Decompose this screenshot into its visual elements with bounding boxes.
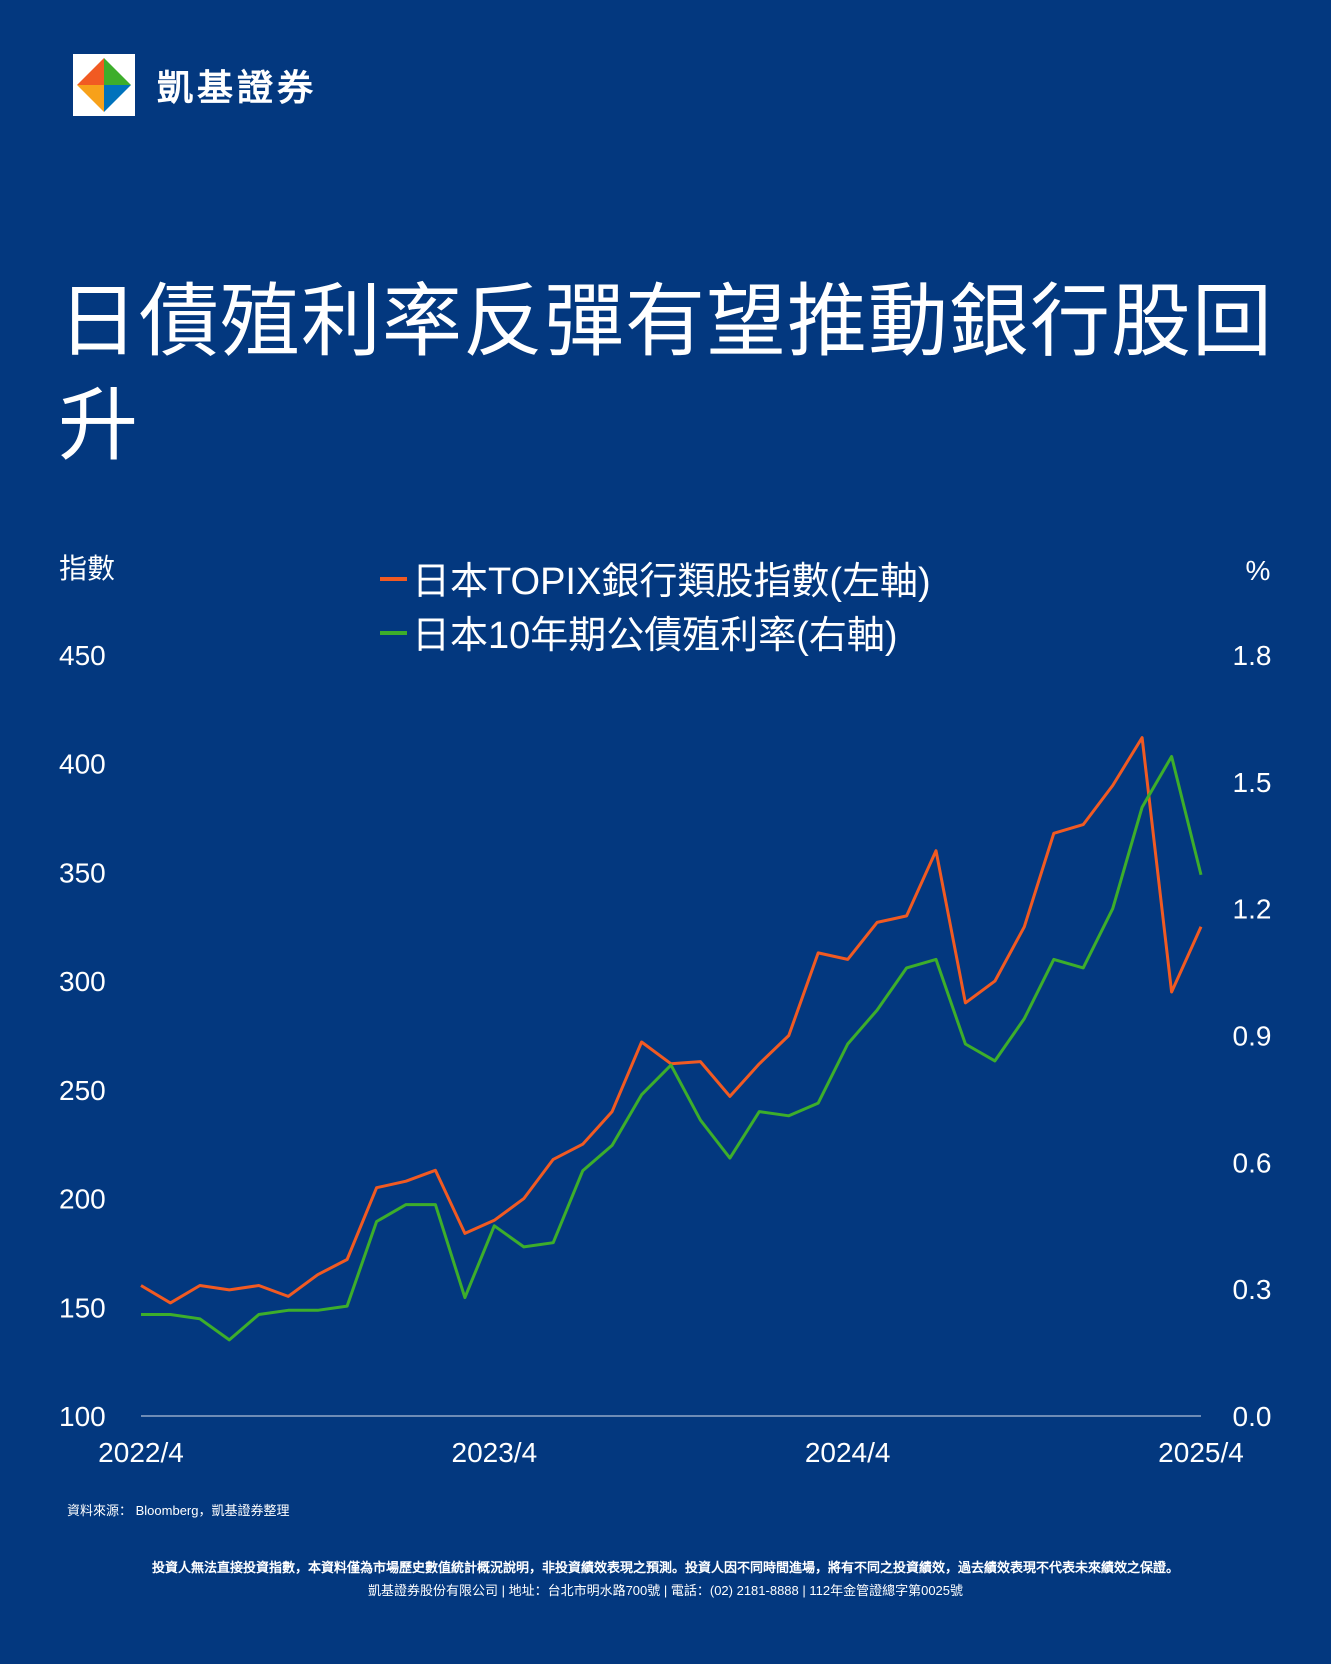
right-tick-label: 1.2 bbox=[1233, 894, 1272, 925]
legend-label-topix: 日本TOPIX銀行類股指數(左軸) bbox=[412, 561, 931, 603]
left-tick-label: 100 bbox=[59, 1401, 106, 1432]
source-note: 資料來源： Bloomberg，凱基證券整理 bbox=[67, 1503, 290, 1518]
left-tick-label: 450 bbox=[59, 640, 106, 671]
x-tick-label: 2022/4 bbox=[98, 1437, 184, 1468]
right-tick-label: 0.6 bbox=[1233, 1147, 1272, 1178]
series-line-topix-banks bbox=[140, 736, 1203, 1305]
kgi-logo-icon bbox=[73, 54, 135, 116]
line-chart: 450 400 350 300 250 200 150 100 1.8 1.5 1.2 0.9 0.6… bbox=[59, 553, 1272, 1468]
x-axis-ticks: 2022/4 2023/4 2024/4 2025/4 bbox=[98, 1437, 1244, 1468]
left-axis-ticks: 450 400 350 300 250 200 150 100 bbox=[59, 640, 106, 1432]
right-tick-label: 0.0 bbox=[1233, 1401, 1272, 1432]
series-line-jgb-10y-yield bbox=[141, 755, 1203, 1342]
company-info: 凱基證券股份有限公司 | 地址：台北市明水路700號 | 電話：(02) 218… bbox=[367, 1583, 964, 1598]
disclaimer: 投資人無法直接投資指數，本資料僅為市場歷史數值統計概況說明，非投資績效表現之預測… bbox=[151, 1560, 1179, 1575]
right-tick-label: 0.9 bbox=[1233, 1021, 1272, 1052]
brand-name: 凱基證券 bbox=[157, 67, 318, 108]
left-tick-label: 350 bbox=[59, 857, 106, 888]
right-tick-label: 0.3 bbox=[1233, 1274, 1272, 1305]
page-title: 日債殖利率反彈有望推動銀行股回升 bbox=[58, 277, 1273, 470]
right-tick-label: 1.5 bbox=[1233, 767, 1272, 798]
x-tick-label: 2025/4 bbox=[1158, 1437, 1244, 1468]
left-axis-label: 指數 bbox=[59, 553, 115, 584]
brand-logo: 凱基證券 bbox=[73, 54, 317, 116]
left-tick-label: 250 bbox=[59, 1075, 106, 1106]
left-tick-label: 400 bbox=[59, 749, 106, 780]
right-axis-label: % bbox=[1246, 555, 1271, 586]
right-axis-ticks: 1.8 1.5 1.2 0.9 0.6 0.3 0.0 bbox=[1233, 640, 1272, 1432]
left-tick-label: 200 bbox=[59, 1184, 106, 1215]
legend-label-jgb: 日本10年期公債殖利率(右軸) bbox=[412, 615, 898, 657]
right-tick-label: 1.8 bbox=[1233, 640, 1272, 671]
left-tick-label: 150 bbox=[59, 1292, 106, 1323]
left-tick-label: 300 bbox=[59, 966, 106, 997]
x-tick-label: 2023/4 bbox=[452, 1437, 538, 1468]
legend: 日本TOPIX銀行類股指數(左軸) 日本10年期公債殖利率(右軸) bbox=[380, 561, 931, 657]
x-tick-label: 2024/4 bbox=[805, 1437, 891, 1468]
